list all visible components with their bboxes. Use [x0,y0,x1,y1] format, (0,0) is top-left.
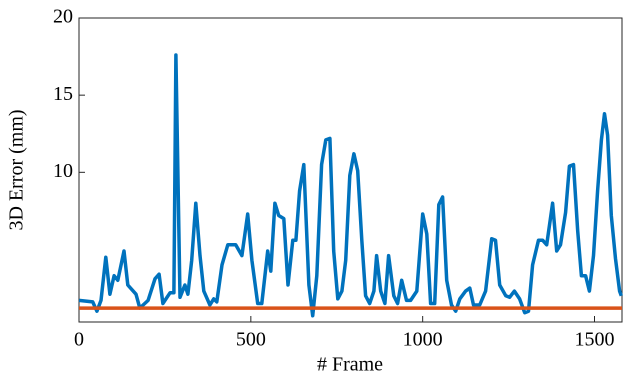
x-tick-label: 500 [236,329,266,351]
x-tick-label: 1500 [575,329,615,351]
y-tick-label: 20 [53,6,73,28]
y-tick-label: 10 [53,160,73,182]
y-axis-label: 3D Error (mm) [6,109,28,230]
data-line [78,53,623,318]
y-tick-label: 15 [53,83,73,105]
x-tick-label: 0 [74,329,84,351]
axes-box [78,17,623,323]
x-tick-label: 1000 [403,329,443,351]
x-axis-label: # Frame [317,354,383,376]
